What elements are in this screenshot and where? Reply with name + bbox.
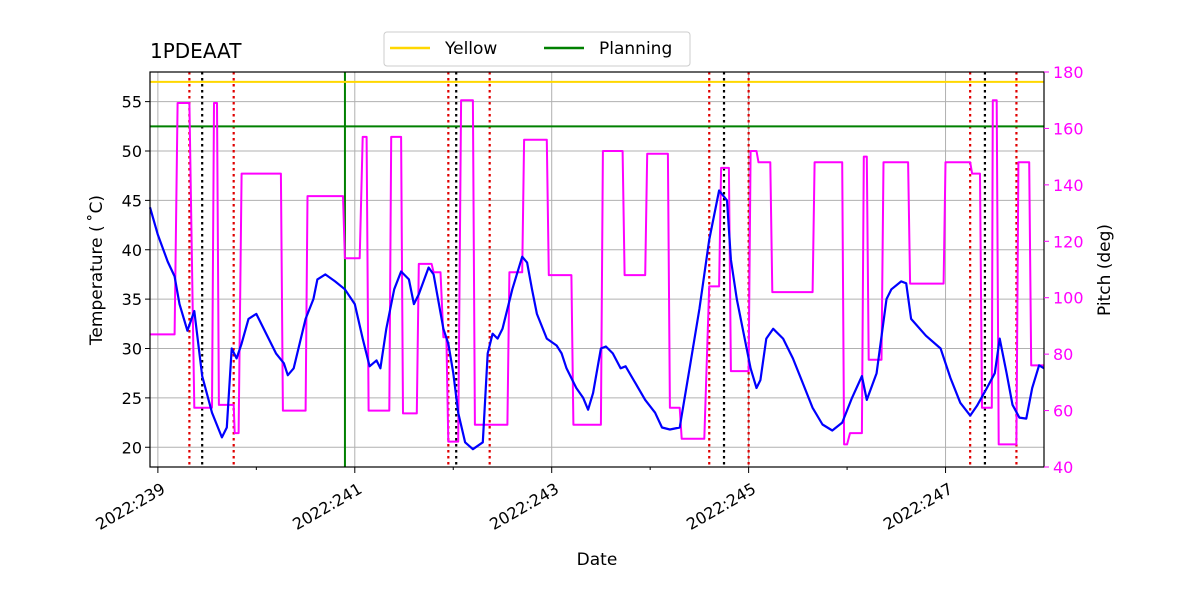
limit-lines — [150, 80, 1044, 128]
legend-label-yellow: Yellow — [444, 39, 497, 59]
series-line-pitch — [150, 99, 1044, 446]
y-tick-label: 55 — [122, 93, 142, 112]
chart-title: 1PDEAAT — [150, 39, 242, 63]
y2-tick-label: 180 — [1053, 63, 1084, 82]
y2-tick-label: 160 — [1053, 119, 1084, 138]
plot-frame — [149, 71, 1045, 468]
y2-tick-label: 100 — [1053, 289, 1084, 308]
y2-axis-title: Pitch (deg) — [1095, 224, 1115, 316]
y2-tick-label: 120 — [1053, 232, 1084, 251]
legend: Yellow Planning — [383, 31, 691, 67]
y-tick-label: 35 — [122, 290, 142, 309]
legend-box — [383, 31, 691, 67]
y2-tick-label: 140 — [1053, 176, 1084, 195]
vertical-marker-lines — [188, 72, 1018, 467]
y-tick-label: 25 — [122, 389, 142, 408]
y-axis-title: Temperature ( ˚C) — [86, 195, 107, 346]
series-layer — [148, 99, 1045, 451]
series-line-1pdeaat — [148, 189, 1045, 451]
x-axis-title: Date — [577, 550, 618, 570]
y2-tick-label: 60 — [1053, 402, 1073, 421]
y-tick-label: 20 — [122, 438, 142, 457]
y-tick-label: 50 — [122, 142, 142, 161]
y-tick-label: 45 — [122, 191, 142, 210]
legend-label-planning: Planning — [599, 39, 672, 59]
y-tick-label: 30 — [122, 340, 142, 359]
y2-tick-label: 40 — [1053, 458, 1073, 477]
y-tick-label: 40 — [122, 241, 142, 260]
y2-tick-label: 80 — [1053, 345, 1073, 364]
